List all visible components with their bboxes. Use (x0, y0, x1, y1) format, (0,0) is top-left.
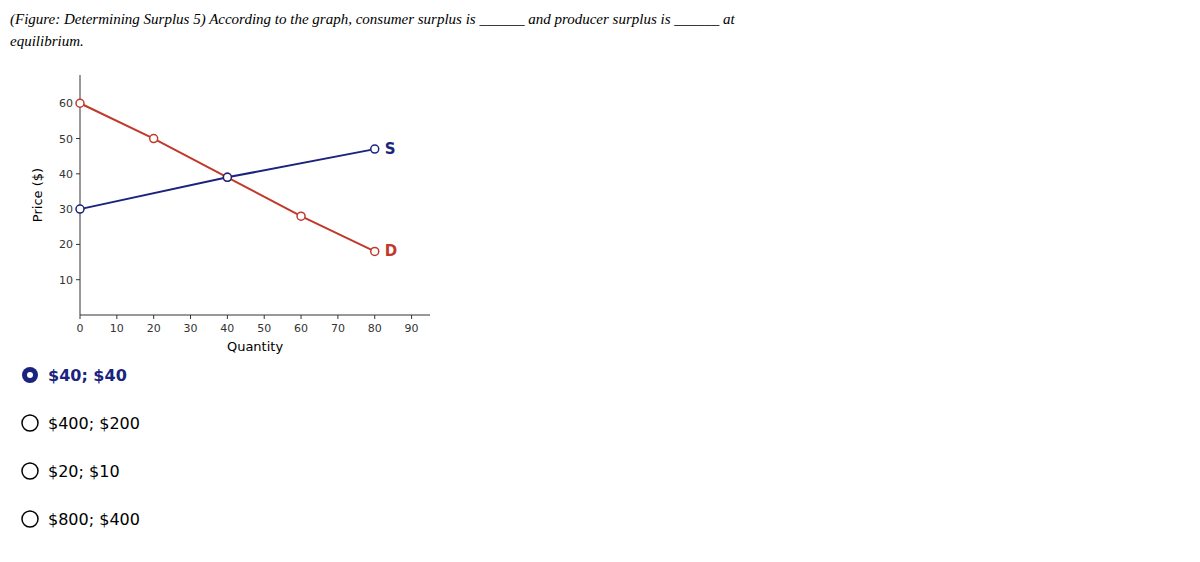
series-line (80, 149, 375, 209)
x-tick-label: 50 (257, 322, 271, 335)
x-tick-label: 80 (368, 322, 382, 335)
radio (22, 463, 38, 479)
x-tick-label: 40 (220, 322, 234, 335)
y-tick (76, 173, 80, 174)
y-tick-label: 50 (59, 133, 73, 146)
x-tick-label: 10 (110, 322, 124, 335)
x-tick-label: 0 (77, 322, 84, 335)
y-tick (76, 138, 80, 139)
x-tick (153, 315, 154, 319)
radio (22, 511, 38, 527)
point (150, 135, 158, 143)
option-label: $40; $40 (48, 366, 127, 385)
x-tick-label: 30 (184, 322, 198, 335)
x-tick-label: 70 (331, 322, 345, 335)
radio-dot (27, 372, 33, 378)
point (223, 173, 231, 181)
x-tick (411, 315, 412, 319)
title: (Figure: Determining Surplus 5) Accordin… (10, 11, 736, 28)
plot-area (76, 99, 379, 255)
y-tick-label: 10 (59, 274, 73, 287)
option-label: $800; $400 (48, 510, 140, 529)
chart: (Figure: Determining Surplus 5) Accordin… (0, 0, 1200, 562)
y-axis (80, 75, 81, 315)
option-label: $20; $10 (48, 462, 120, 481)
y-tick-label: 20 (59, 238, 73, 251)
point (76, 99, 84, 107)
x-tick-label: 20 (147, 322, 161, 335)
y-tick-label: 40 (59, 168, 73, 181)
option-label: $400; $200 (48, 414, 140, 433)
x-tick (116, 315, 117, 319)
x-tick-label: 60 (294, 322, 308, 335)
y-axis-label: Price ($) (30, 168, 45, 222)
x-tick (264, 315, 265, 319)
x-tick (190, 315, 191, 319)
radio (22, 415, 38, 431)
point (76, 205, 84, 213)
x-tick (80, 315, 81, 319)
x-tick (227, 315, 228, 319)
x-tick (301, 315, 302, 319)
x-tick (374, 315, 375, 319)
title: equilibrium. (10, 33, 84, 49)
point (297, 212, 305, 220)
radio-selected (22, 367, 38, 383)
y-tick-label: 60 (59, 97, 73, 110)
x-tick-label: 90 (405, 322, 419, 335)
y-tick-label: 30 (59, 203, 73, 216)
x-tick (337, 315, 338, 319)
x-axis-label: Quantity (227, 339, 283, 354)
series-line (80, 103, 375, 251)
y-tick (76, 279, 80, 280)
point (371, 247, 379, 255)
point (371, 145, 379, 153)
series-label: D (385, 242, 397, 260)
series-label: S (385, 140, 396, 158)
x-axis (80, 315, 430, 316)
point (223, 173, 231, 181)
y-tick (76, 244, 80, 245)
